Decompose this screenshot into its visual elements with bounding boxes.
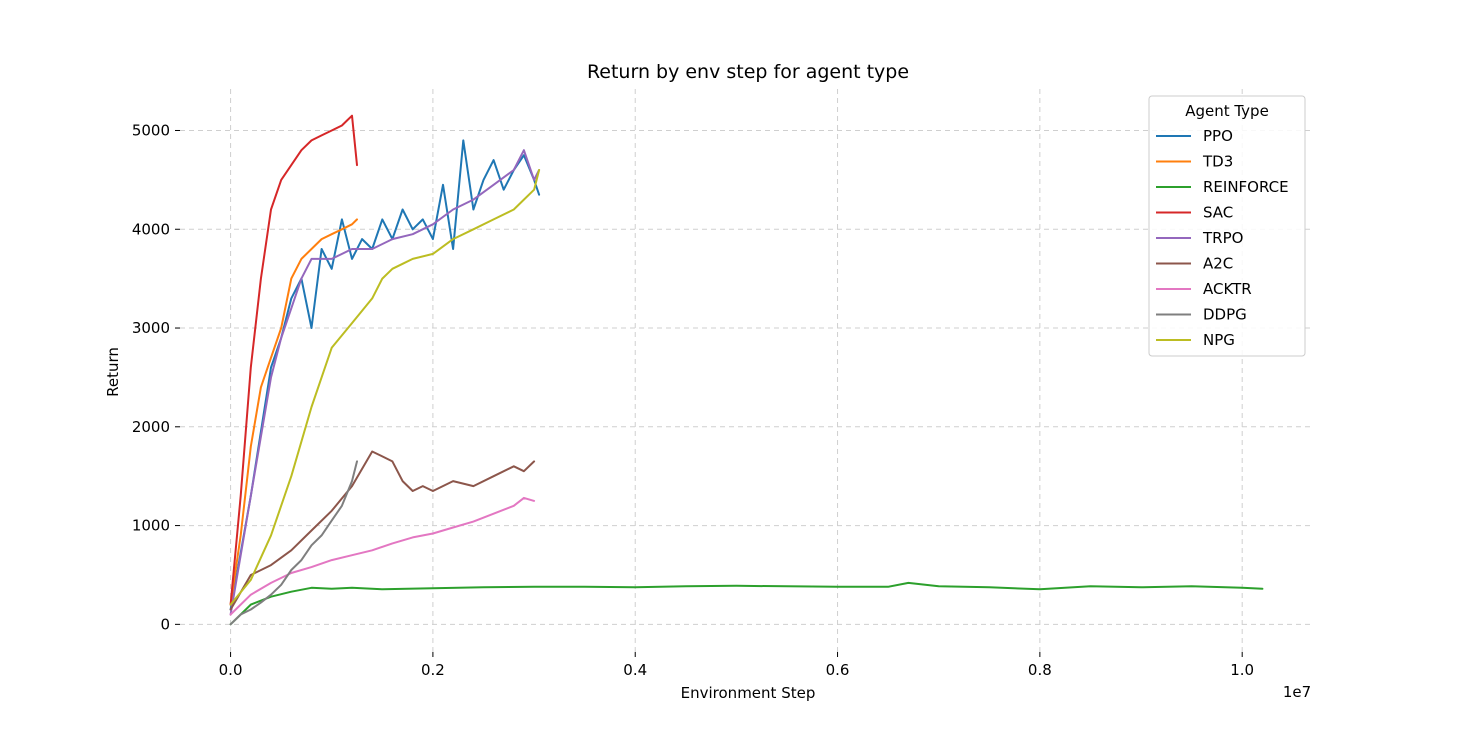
x-tick-label: 0.8 [1028,661,1052,679]
grid [180,89,1313,652]
y-tick-label: 5000 [132,121,170,139]
series-line-reinforce [229,581,1264,626]
series-line-td3 [229,218,358,606]
x-axis-label: Environment Step [681,684,816,702]
series-line-npg [229,169,541,606]
series-line-ppo [229,139,541,611]
x-tick-label: 0.2 [421,661,445,679]
legend-label-a2c: A2C [1203,255,1233,273]
x-tick-label: 0.4 [623,661,647,679]
y-tick-label: 2000 [132,418,170,436]
axes: 0.0 0.2 0.4 0.6 0.8 1.0 0 1000 2000 3000 4000 5000 [132,121,1254,679]
y-tick-label: 0 [160,615,170,633]
y-tick-label: 1000 [132,517,170,535]
chart-title: Return by env step for agent type [587,61,909,83]
legend: Agent Type PPO TD3 REINFORCE SAC TRPO A2C ACKT… [1148,95,1306,357]
legend-label-ddpg: DDPG [1203,306,1247,324]
legend-label-trpo: TRPO [1202,229,1243,247]
y-tick-label: 4000 [132,220,170,238]
series-line-ddpg [229,460,358,626]
y-tick-label: 3000 [132,319,170,337]
y-axis-label: Return [104,347,122,397]
legend-label-acktr: ACKTR [1203,280,1252,298]
legend-label-ppo: PPO [1203,127,1233,145]
legend-title: Agent Type [1185,102,1269,120]
x-tick-label: 0.0 [219,661,243,679]
legend-label-reinforce: REINFORCE [1203,178,1289,196]
series-line-sac [229,114,358,606]
series-line-acktr [229,496,536,616]
series-line-a2c [229,450,536,611]
x-axis-offset-label: 1e7 [1283,683,1311,701]
x-tick-label: 1.0 [1230,661,1254,679]
legend-label-td3: TD3 [1202,153,1233,171]
legend-label-npg: NPG [1203,331,1235,349]
series-lines [229,114,1264,626]
series-line-trpo [229,149,541,616]
legend-label-sac: SAC [1203,204,1233,222]
x-tick-label: 0.6 [826,661,850,679]
